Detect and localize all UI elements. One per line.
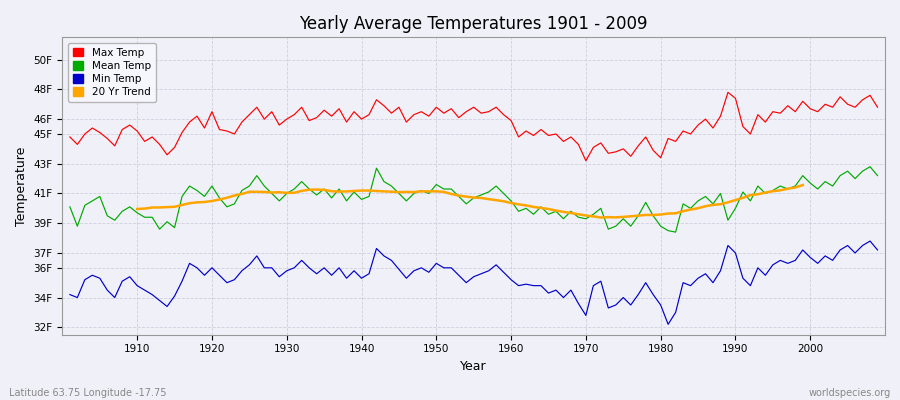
X-axis label: Year: Year — [461, 360, 487, 373]
Y-axis label: Temperature: Temperature — [15, 146, 28, 226]
Legend: Max Temp, Mean Temp, Min Temp, 20 Yr Trend: Max Temp, Mean Temp, Min Temp, 20 Yr Tre… — [68, 42, 156, 102]
Text: worldspecies.org: worldspecies.org — [809, 388, 891, 398]
Title: Yearly Average Temperatures 1901 - 2009: Yearly Average Temperatures 1901 - 2009 — [300, 15, 648, 33]
Text: Latitude 63.75 Longitude -17.75: Latitude 63.75 Longitude -17.75 — [9, 388, 166, 398]
